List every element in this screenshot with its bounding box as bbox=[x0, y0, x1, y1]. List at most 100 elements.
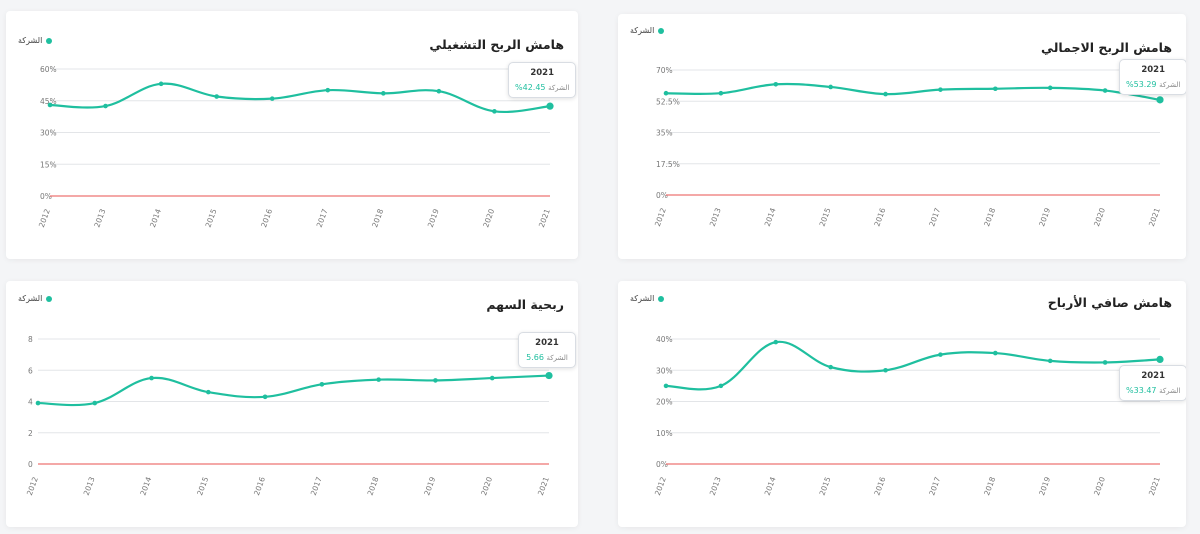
x-tick-label: 2013 bbox=[82, 475, 97, 496]
chart-title: هامش الربح الاجمالي bbox=[1041, 40, 1172, 55]
data-point bbox=[1102, 88, 1108, 93]
x-tick-label: 2014 bbox=[148, 207, 163, 228]
x-tick-label: 2017 bbox=[927, 475, 942, 496]
y-tick-label: 30% bbox=[40, 129, 57, 138]
x-tick-label: 2020 bbox=[479, 475, 494, 496]
x-tick-label: 2018 bbox=[366, 475, 381, 496]
series-line bbox=[49, 82, 551, 114]
chart-legend[interactable]: الشركة bbox=[630, 26, 665, 35]
series-line bbox=[665, 340, 1161, 391]
data-point bbox=[47, 102, 53, 108]
x-tick-label: 2021 bbox=[1147, 206, 1162, 227]
x-tick-label: 2018 bbox=[982, 206, 997, 227]
data-point bbox=[718, 383, 724, 389]
tooltip-year: 2021 bbox=[1141, 65, 1165, 75]
x-tick-label: 2018 bbox=[370, 207, 385, 228]
chart-card-gross-margin: هامش الربح الاجمالي الشركة 0% 17.5% 35% 52.… bbox=[618, 14, 1186, 259]
x-tick-label: 2015 bbox=[204, 207, 219, 228]
y-tick-label: 20% bbox=[656, 398, 673, 407]
data-point bbox=[993, 86, 998, 92]
tooltip-label: الشركة bbox=[548, 84, 570, 92]
chart-title: هامش صافي الأرباح bbox=[1047, 295, 1172, 310]
x-tick-label: 2021 bbox=[536, 475, 551, 496]
y-tick-label: 45% bbox=[40, 97, 57, 106]
data-point bbox=[718, 90, 724, 96]
tooltip-year: 2021 bbox=[535, 338, 559, 348]
data-point bbox=[993, 350, 998, 356]
data-point bbox=[1047, 358, 1053, 364]
x-tick-label: 2019 bbox=[1037, 206, 1052, 227]
chart-tooltip: 2021 %33.47 الشركة bbox=[1119, 365, 1186, 401]
x-tick-label: 2017 bbox=[315, 207, 330, 228]
line-chart: 0% 17.5% 35% 52.5% 70% 2012 2013 2014 2015 2016 20… bbox=[653, 66, 1164, 228]
tooltip-value: 5.66 bbox=[526, 353, 544, 362]
tooltip-value: %33.47 bbox=[1126, 386, 1157, 395]
data-point bbox=[269, 96, 275, 101]
y-tick-label: 0% bbox=[40, 192, 52, 201]
data-point bbox=[828, 364, 833, 370]
y-tick-label: 6 bbox=[28, 366, 33, 375]
series-line bbox=[665, 82, 1161, 101]
legend-dot-icon bbox=[46, 295, 53, 302]
x-tick-label: 2021 bbox=[537, 207, 552, 228]
data-point bbox=[773, 81, 779, 87]
y-tick-label: 0% bbox=[656, 460, 668, 469]
x-tick-label: 2013 bbox=[92, 207, 107, 228]
chart-legend[interactable]: الشركة bbox=[630, 294, 665, 303]
x-tick-label: 2018 bbox=[982, 475, 997, 496]
x-tick-label: 2017 bbox=[927, 206, 942, 227]
data-point bbox=[206, 389, 211, 395]
legend-dot-icon bbox=[658, 295, 665, 302]
line-chart: 0% 15% 30% 45% 60% 2012 2013 2014 2015 2016 2017 20… bbox=[37, 65, 554, 229]
tooltip-year: 2021 bbox=[1141, 371, 1165, 381]
data-point bbox=[436, 88, 442, 94]
x-tick-label: 2020 bbox=[481, 207, 496, 228]
data-point bbox=[773, 339, 779, 345]
x-tick-label: 2014 bbox=[138, 475, 153, 496]
legend-label: الشركة bbox=[630, 26, 655, 35]
data-point bbox=[883, 367, 888, 373]
x-tick-label: 2012 bbox=[653, 206, 668, 227]
chart-title: هامش الربح التشغيلي bbox=[429, 37, 564, 52]
y-tick-label: 40% bbox=[656, 335, 673, 344]
x-tick-label: 2017 bbox=[309, 475, 324, 496]
x-tick-label: 2014 bbox=[763, 475, 778, 496]
y-tick-label: 70% bbox=[656, 66, 673, 75]
x-tick-label: 2015 bbox=[195, 475, 210, 496]
data-point bbox=[325, 87, 331, 93]
x-tick-label: 2016 bbox=[872, 206, 887, 227]
x-tick-label: 2016 bbox=[252, 475, 267, 496]
y-tick-label: 8 bbox=[28, 335, 33, 344]
y-tick-label: 2 bbox=[28, 429, 33, 438]
chart-title: ربحية السهم bbox=[486, 297, 564, 312]
x-tick-label: 2014 bbox=[763, 206, 778, 227]
chart-legend[interactable]: الشركة bbox=[18, 36, 53, 45]
data-point bbox=[938, 352, 943, 357]
data-point bbox=[1047, 85, 1053, 91]
data-point bbox=[492, 109, 497, 114]
x-tick-label: 2013 bbox=[708, 206, 723, 227]
y-tick-label: 15% bbox=[40, 160, 57, 169]
tooltip-value: %42.45 bbox=[515, 83, 546, 92]
x-tick-label: 2013 bbox=[708, 475, 723, 496]
line-chart: 0 2 4 6 8 2012 2013 2014 2015 2016 2017 2018 2019 202… bbox=[25, 335, 553, 497]
data-point bbox=[262, 394, 268, 400]
chart-tooltip: 2021 %42.45 الشركة bbox=[508, 62, 577, 98]
x-tick-label: 2020 bbox=[1092, 206, 1107, 227]
y-tick-label: 0% bbox=[656, 191, 668, 200]
data-point bbox=[214, 94, 219, 99]
tooltip-value: %53.29 bbox=[1126, 80, 1157, 89]
data-point bbox=[545, 371, 553, 380]
x-tick-label: 2019 bbox=[426, 207, 441, 228]
chart-legend[interactable]: الشركة bbox=[18, 294, 53, 303]
chart-card-eps: ربحية السهم الشركة 0 2 4 6 8 2012 2013 2014 2015… bbox=[6, 281, 578, 527]
data-point bbox=[1156, 96, 1164, 104]
x-tick-label: 2019 bbox=[1037, 475, 1052, 496]
data-point bbox=[663, 383, 669, 389]
chart-tooltip: 2021 5.66 الشركة bbox=[518, 332, 576, 368]
data-point bbox=[92, 400, 98, 406]
data-point bbox=[376, 377, 381, 382]
tooltip-label: الشركة bbox=[546, 354, 568, 362]
y-tick-label: 0 bbox=[28, 460, 33, 469]
chart-tooltip: 2021 %53.29 الشركة bbox=[1119, 59, 1186, 95]
